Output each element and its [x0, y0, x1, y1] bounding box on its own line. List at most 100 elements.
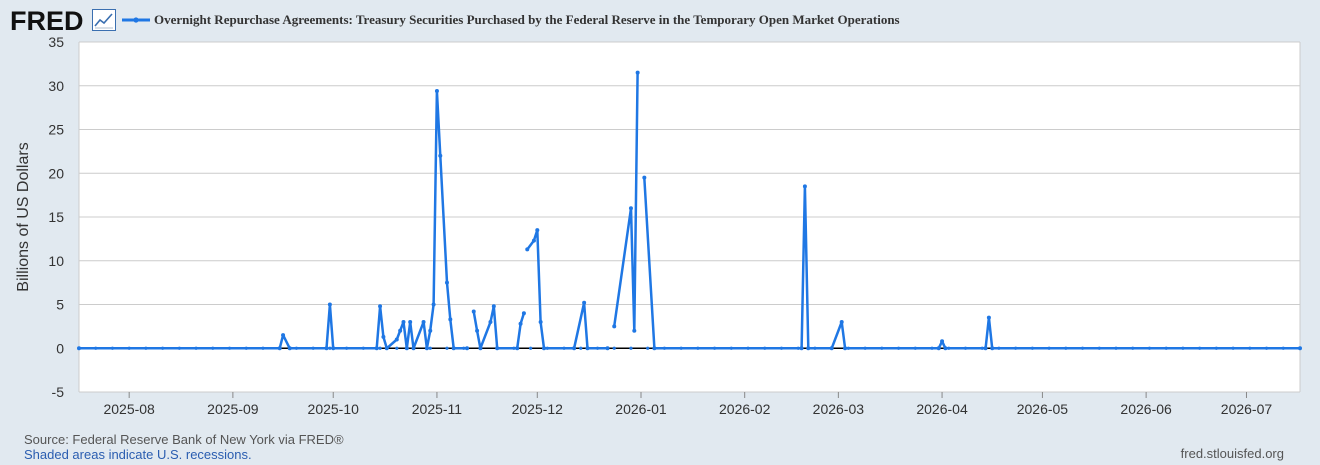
data-point [813, 346, 817, 350]
chart-header: FRED Overnight Repurchase Agreements: Tr… [0, 0, 1320, 40]
data-point [445, 346, 449, 350]
data-point [629, 346, 633, 350]
data-point [378, 304, 383, 309]
y-tick-label: 25 [48, 122, 64, 138]
data-point [495, 346, 499, 350]
data-point [863, 346, 867, 350]
y-axis-label: Billions of US Dollars [15, 142, 32, 291]
data-point [538, 320, 543, 324]
data-point [444, 280, 449, 285]
data-point [1214, 346, 1218, 350]
recession-note[interactable]: Shaded areas indicate U.S. recessions. [24, 447, 252, 462]
data-point [642, 175, 647, 180]
data-point [465, 346, 470, 351]
data-point [462, 346, 466, 350]
data-point [1248, 346, 1252, 350]
data-point [846, 346, 850, 350]
data-point [361, 346, 365, 350]
data-point [525, 247, 530, 252]
data-point [632, 328, 637, 333]
y-tick-label: 30 [48, 78, 64, 94]
data-point [227, 346, 232, 350]
fred-logo[interactable]: FRED [10, 6, 84, 36]
series-line-segment [612, 72, 639, 333]
data-point [896, 346, 901, 350]
data-point [1097, 346, 1101, 350]
data-point [940, 339, 945, 344]
y-tick-label: 0 [56, 340, 64, 356]
data-point [679, 346, 683, 350]
data-point [990, 346, 995, 351]
data-point [395, 346, 399, 350]
data-point [428, 346, 432, 350]
data-point [478, 346, 483, 350]
data-point [448, 317, 453, 322]
x-tick-label: 2026-06 [1120, 401, 1172, 417]
data-point [1231, 346, 1235, 350]
y-tick-label: 20 [48, 165, 64, 181]
data-point [211, 346, 215, 350]
data-point [585, 346, 590, 351]
data-point [278, 346, 282, 350]
data-point [936, 346, 941, 351]
data-point [161, 346, 165, 350]
data-point [428, 328, 433, 333]
data-point [635, 70, 640, 75]
data-point [194, 346, 198, 350]
data-point [408, 320, 413, 324]
data-point [331, 346, 336, 351]
data-point [545, 346, 549, 350]
data-point [980, 346, 984, 350]
site-url[interactable]: fred.stlouisfed.org [1180, 446, 1284, 461]
source-note: Source: Federal Reserve Bank of New York… [24, 432, 344, 447]
data-point [595, 346, 600, 350]
data-point [491, 304, 496, 309]
data-point [127, 346, 131, 350]
data-point [471, 309, 476, 314]
data-point [1181, 346, 1185, 350]
data-point [521, 311, 526, 316]
data-point [763, 346, 767, 350]
data-point [378, 346, 382, 350]
x-tick-label: 2026-02 [719, 401, 771, 417]
data-point [652, 346, 657, 351]
data-point [986, 315, 991, 320]
data-point [438, 153, 443, 158]
x-tick-label: 2026-04 [916, 401, 968, 417]
data-point [541, 346, 546, 351]
data-point [806, 346, 811, 351]
data-point [529, 346, 533, 350]
data-point [144, 346, 148, 350]
chart-footer-notes: Source: Federal Reserve Bank of New York… [24, 432, 344, 462]
data-point [662, 346, 667, 350]
data-point [1198, 346, 1202, 350]
data-point [177, 346, 181, 350]
x-tick-label: 2026-05 [1017, 401, 1069, 417]
axes: -5 0 5 10 15 20 25 30 35 2025-08 2025-09 2025-10 202… [48, 34, 1272, 417]
data-point [880, 346, 884, 350]
data-point [646, 346, 650, 350]
chart-title: Overnight Repurchase Agreements: Treasur… [154, 12, 900, 27]
data-point [729, 346, 733, 350]
data-point [324, 346, 329, 351]
data-point [1047, 346, 1051, 350]
data-point [562, 346, 566, 350]
data-point [696, 346, 700, 350]
data-point [963, 346, 968, 350]
data-point [394, 337, 399, 342]
data-point [802, 184, 807, 189]
data-point [404, 346, 409, 351]
data-point [1164, 346, 1168, 350]
data-point [1147, 346, 1152, 350]
data-point [1014, 346, 1018, 350]
data-point [997, 346, 1001, 350]
data-point [712, 346, 717, 350]
data-point [628, 206, 633, 211]
data-point [451, 346, 456, 351]
x-tick-label: 2025-09 [207, 401, 259, 417]
data-point [287, 346, 292, 351]
data-point [799, 346, 804, 351]
data-point [612, 324, 617, 329]
data-point [401, 320, 406, 324]
data-point [830, 346, 834, 350]
